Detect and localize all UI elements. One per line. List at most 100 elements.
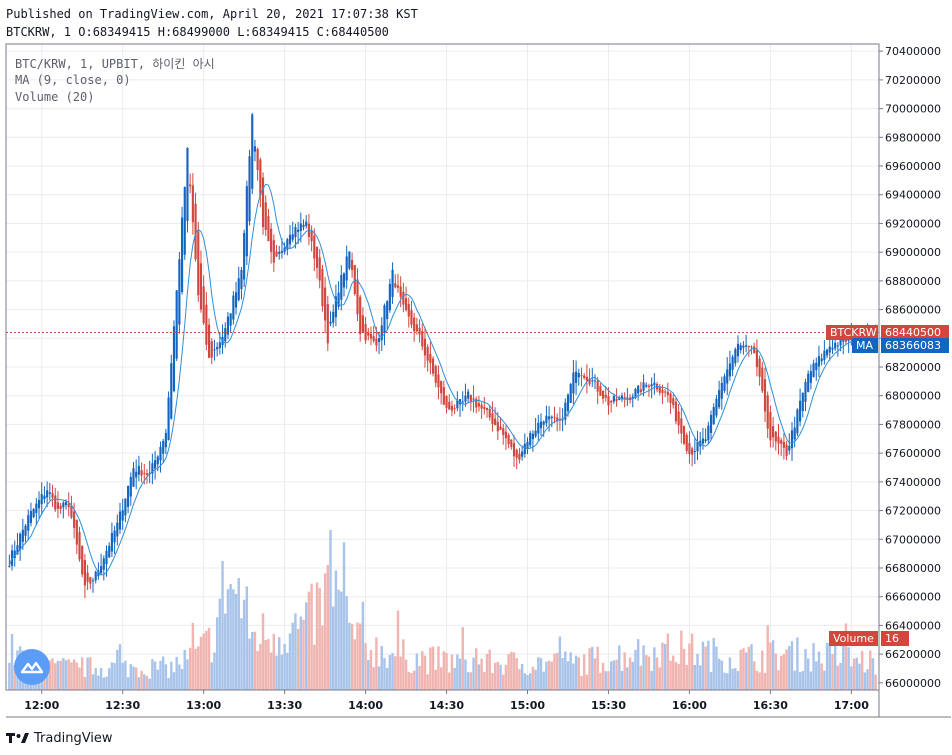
candle-body <box>56 502 60 509</box>
y-tick-label: 67200000 <box>885 505 941 518</box>
candle-body <box>804 381 807 402</box>
candle-body <box>461 401 464 403</box>
candle-body <box>745 345 748 347</box>
candle-body <box>839 337 842 346</box>
ma-line <box>8 183 877 576</box>
candle-body <box>108 545 111 558</box>
candle-body <box>275 251 278 257</box>
volume-bar <box>137 677 141 690</box>
candle-body <box>191 185 194 223</box>
candle-body <box>140 470 143 476</box>
candle-body <box>437 374 440 388</box>
volume-bar <box>636 639 640 690</box>
volume-bar <box>666 633 670 690</box>
tradingview-logo-button[interactable] <box>14 649 50 685</box>
volume-bar <box>761 650 764 690</box>
candle-body <box>755 349 758 368</box>
y-tick-label: 67800000 <box>885 418 941 431</box>
volume-bar <box>531 666 535 690</box>
candle-body <box>529 432 532 446</box>
candle-body <box>558 419 561 421</box>
volume-bar <box>132 666 135 690</box>
candle-body <box>507 434 510 445</box>
volume-bar <box>226 589 230 690</box>
candle-body <box>666 391 669 396</box>
candle-body <box>623 397 626 399</box>
candle-body <box>761 367 764 391</box>
volume-bar <box>391 652 394 690</box>
candle-body <box>329 321 332 324</box>
candle-body <box>248 156 251 222</box>
footer-brand[interactable]: TradingView <box>6 728 113 748</box>
volume-bar <box>726 673 729 690</box>
volume-bar <box>788 646 791 690</box>
volume-bar <box>588 648 591 690</box>
x-tick-label: 16:00 <box>672 699 707 712</box>
volume-bar <box>67 659 70 690</box>
candle-body <box>521 451 524 457</box>
candle-body <box>431 358 435 374</box>
candle-body <box>534 430 537 437</box>
y-tick-label: 66800000 <box>885 562 941 575</box>
volume-bar <box>823 670 826 690</box>
candle-body <box>83 560 86 586</box>
candle-body <box>218 342 221 349</box>
volume-bar <box>151 659 154 690</box>
candle-body <box>591 380 594 382</box>
candle-body <box>772 426 775 438</box>
volume-bar <box>464 659 467 690</box>
candle-body <box>782 441 785 448</box>
volume-bar <box>561 658 564 690</box>
candle-body <box>197 231 200 296</box>
tradingview-icon <box>6 733 29 743</box>
volume-bar <box>240 618 243 690</box>
candle-body <box>286 239 289 250</box>
volume-bar <box>380 645 383 690</box>
volume-bar <box>663 644 667 690</box>
volume-bar <box>475 648 478 690</box>
volume-bar <box>747 646 751 690</box>
volume-bar <box>110 662 114 690</box>
candle-body <box>48 492 51 494</box>
volume-bar <box>361 601 365 690</box>
volume-bar <box>202 633 205 690</box>
candle-body <box>334 296 337 318</box>
candle-body <box>372 336 375 341</box>
candle-body <box>545 415 548 424</box>
volume-bar <box>116 649 119 690</box>
candle-body <box>78 532 81 560</box>
volume-bar <box>423 655 427 690</box>
candle-body <box>234 292 238 308</box>
candle-body <box>224 328 227 342</box>
volume-bar <box>97 675 100 690</box>
volume-bar <box>631 661 634 690</box>
volume-bar <box>491 673 494 690</box>
volume-bar <box>215 617 219 690</box>
candle-body <box>340 275 343 300</box>
candle-body <box>353 265 356 294</box>
volume-bar <box>102 677 106 690</box>
volume-bar <box>321 625 324 690</box>
candle-body <box>485 407 489 411</box>
candle-body <box>132 468 135 487</box>
candle-body <box>86 572 89 582</box>
volume-bar <box>728 657 732 690</box>
candle-body <box>321 268 324 307</box>
volume-bar <box>507 654 510 690</box>
candle-body <box>844 339 848 342</box>
volume-bar <box>615 659 618 690</box>
moving-average <box>6 183 879 576</box>
candle-body <box>548 416 551 420</box>
volume-bar <box>623 652 626 690</box>
candle-body <box>35 503 38 514</box>
volume-bar <box>717 658 721 690</box>
volume-bar <box>831 654 834 690</box>
candle-body <box>491 413 494 424</box>
volume-bar <box>148 678 151 690</box>
candle-body <box>715 398 718 416</box>
candle-body <box>585 376 588 381</box>
candle-body <box>102 558 105 570</box>
candle-body <box>834 342 837 349</box>
volume-bar <box>404 659 408 690</box>
